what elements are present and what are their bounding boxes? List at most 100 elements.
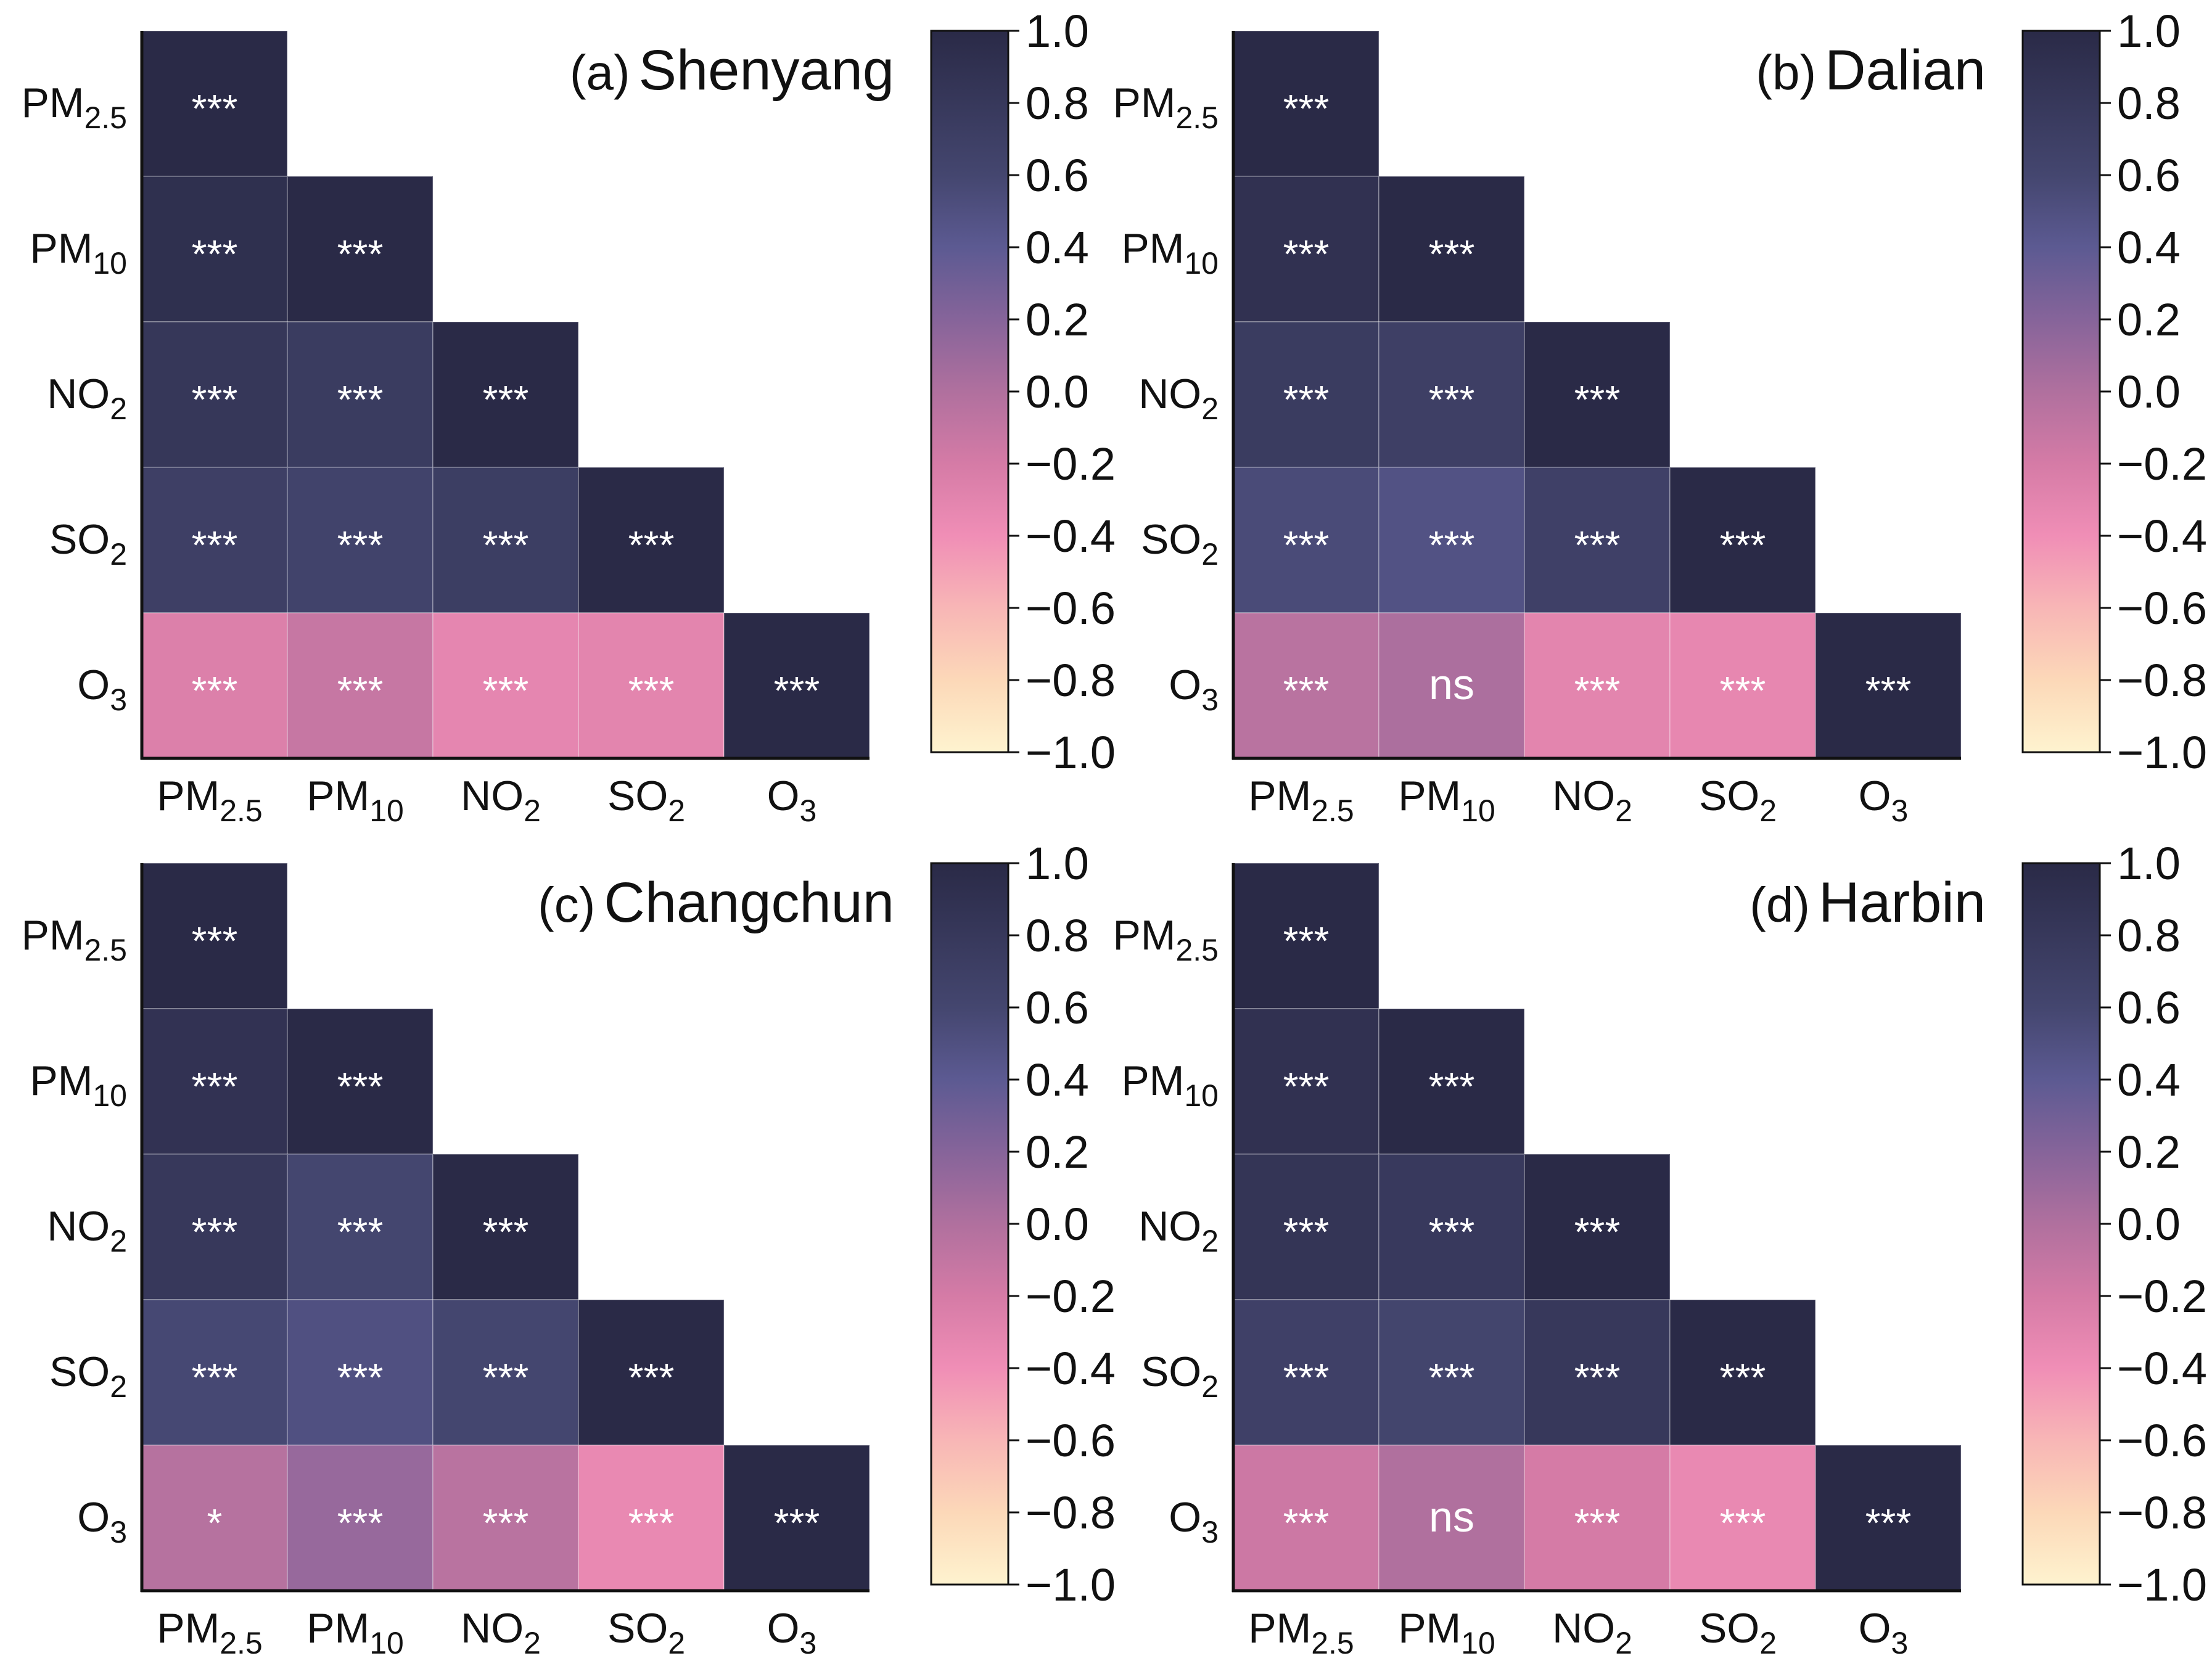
y-tick-label: PM10 — [1121, 225, 1219, 281]
colorbar-tick-label: 0.2 — [2117, 1126, 2181, 1178]
colorbar-tick-label: −0.4 — [1026, 511, 1116, 562]
significance-label: *** — [483, 523, 529, 567]
y-tick-label: PM10 — [1121, 1057, 1219, 1113]
y-tick-label: PM2.5 — [1112, 912, 1219, 967]
x-tick-label: PM2.5 — [157, 1605, 263, 1660]
cell-PM10-PM10 — [287, 176, 434, 322]
cell-O3-O3 — [723, 612, 870, 759]
significance-label: *** — [1574, 1210, 1621, 1254]
colorbar-tick-label: −1.0 — [1026, 1559, 1116, 1610]
cell-O3-SO2 — [1669, 1445, 1816, 1591]
significance-label: *** — [1283, 377, 1330, 422]
cell-PM2.5-PM2.5 — [1233, 863, 1379, 1009]
y-tick-label: O3 — [1169, 1494, 1219, 1549]
colorbar-gradient — [930, 30, 1009, 753]
y-tick-label: PM10 — [30, 1057, 127, 1113]
cell-SO2-NO2 — [432, 1299, 579, 1446]
x-tick-label: O3 — [1859, 773, 1909, 828]
significance-label: *** — [337, 668, 384, 713]
cell-SO2-PM2.5 — [1233, 1299, 1379, 1446]
cell-SO2-SO2 — [1669, 467, 1816, 613]
significance-label: *** — [1283, 919, 1330, 963]
cell-O3-NO2 — [432, 612, 579, 759]
x-tick-label: PM2.5 — [1248, 1605, 1354, 1660]
x-tick-label: PM2.5 — [1248, 773, 1354, 828]
significance-label: *** — [1574, 1501, 1621, 1545]
cell-SO2-PM10 — [1378, 1299, 1525, 1446]
cell-PM10-PM10 — [287, 1008, 434, 1155]
significance-label: *** — [192, 1064, 238, 1109]
colorbar-gradient — [2021, 30, 2101, 753]
y-tick-label: PM10 — [30, 225, 127, 281]
cell-O3-PM10 — [1378, 1445, 1525, 1591]
cell-NO2-NO2 — [432, 1154, 579, 1300]
cell-NO2-PM2.5 — [1233, 321, 1379, 468]
colorbar-tick-label: 0.2 — [1026, 1126, 1089, 1178]
y-tick-label: SO2 — [49, 1348, 127, 1404]
colorbar-tick-label: −0.4 — [2117, 511, 2207, 562]
cell-O3-NO2 — [1524, 612, 1671, 759]
cell-NO2-PM10 — [1378, 321, 1525, 468]
significance-label: *** — [192, 1210, 238, 1254]
y-tick-label: NO2 — [47, 1203, 127, 1258]
significance-label: *** — [337, 377, 384, 422]
y-tick-label: SO2 — [1141, 516, 1219, 572]
x-tick-label: NO2 — [461, 1605, 541, 1660]
cell-O3-PM2.5 — [1233, 612, 1379, 759]
colorbar-tick-label: −0.4 — [1026, 1343, 1116, 1394]
x-tick-label: SO2 — [607, 773, 685, 828]
significance-label: *** — [1283, 1501, 1330, 1545]
cell-PM2.5-PM2.5 — [1233, 30, 1379, 177]
colorbar-tick-label: 0.6 — [1026, 150, 1089, 201]
significance-label: *** — [1283, 523, 1330, 567]
significance-label: *** — [192, 668, 238, 713]
cell-NO2-PM10 — [1378, 1154, 1525, 1300]
colorbar-tick-label: 0.8 — [1026, 910, 1089, 961]
colorbar-tick-label: 0.8 — [2117, 78, 2181, 129]
significance-label: *** — [1574, 523, 1621, 567]
significance-label: *** — [337, 1355, 384, 1400]
y-tick-label: O3 — [77, 662, 127, 717]
heatmap-panel-shenyang: *** *** *** *** *** *** *** *** *** *** *** *** *** *… — [21, 6, 1116, 828]
heatmap-panel-harbin: *** *** *** *** *** *** *** *** *** *** *** ns *** **… — [1112, 838, 2207, 1660]
significance-label: *** — [628, 668, 675, 713]
colorbar-tick-label: 0.0 — [1026, 1199, 1089, 1250]
x-tick-label: PM2.5 — [157, 773, 263, 828]
cell-PM2.5-PM2.5 — [141, 30, 288, 177]
colorbar-tick-label: −1.0 — [2117, 1559, 2207, 1610]
significance-label: *** — [192, 1355, 238, 1400]
significance-label: *** — [1283, 232, 1330, 276]
significance-label: *** — [192, 86, 238, 131]
cell-O3-NO2 — [432, 1445, 579, 1591]
colorbar-tick-label: 0.6 — [1026, 982, 1089, 1033]
cell-SO2-SO2 — [578, 467, 725, 613]
colorbar-tick-label: 0.4 — [2117, 1054, 2181, 1105]
colorbar-tick-label: 0.4 — [1026, 1054, 1089, 1105]
y-tick-label: PM2.5 — [21, 80, 127, 135]
cell-SO2-SO2 — [1669, 1299, 1816, 1446]
significance-label: * — [207, 1501, 223, 1545]
significance-label: *** — [1574, 668, 1621, 713]
significance-label: ns — [1429, 1493, 1474, 1541]
significance-label: *** — [1574, 1355, 1621, 1400]
cell-PM10-PM2.5 — [141, 1008, 288, 1155]
significance-label: *** — [483, 1501, 529, 1545]
colorbar-tick-label: 1.0 — [1026, 838, 1089, 889]
x-tick-label: SO2 — [1699, 1605, 1777, 1660]
panel-title: (b) Dalian — [1756, 39, 1986, 102]
y-tick-label: O3 — [77, 1494, 127, 1549]
significance-label: *** — [628, 1355, 675, 1400]
colorbar-tick-label: −0.2 — [2117, 438, 2207, 490]
y-tick-label: O3 — [1169, 662, 1219, 717]
colorbar-tick-label: 0.6 — [2117, 150, 2181, 201]
heatmap-panel-changchun: ****** ****** *** ****** *** *** **** *** *** ***… — [21, 838, 1116, 1660]
significance-label: *** — [337, 1064, 384, 1109]
y-tick-label: SO2 — [1141, 1348, 1219, 1404]
x-tick-label: SO2 — [1699, 773, 1777, 828]
colorbar-tick-label: 1.0 — [2117, 838, 2181, 889]
colorbar-tick-label: −0.6 — [1026, 583, 1116, 634]
y-tick-label: NO2 — [1138, 371, 1219, 426]
panel-title: (c) Changchun — [538, 871, 894, 934]
significance-label: *** — [192, 919, 238, 963]
